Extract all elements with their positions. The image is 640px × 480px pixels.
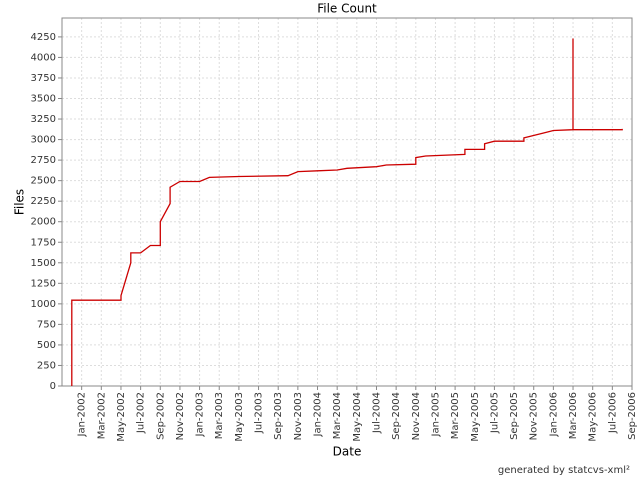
x-tick-label: Mar-2002 [96,392,107,439]
x-tick-label: Mar-2003 [214,392,225,439]
x-tick-label: Sep-2003 [273,392,284,440]
y-tick-label: 1250 [31,278,56,289]
y-tick-label: 1000 [31,299,56,310]
x-axis-label: Date [333,445,362,459]
x-tick-label: Jul-2005 [489,392,500,434]
x-tick-label: May-2006 [588,392,599,442]
data-line [71,38,623,386]
x-tick-label: Jul-2006 [607,392,618,434]
x-tick-label: Nov-2005 [529,392,540,440]
x-tick-label: Jan-2005 [430,392,441,437]
x-tick-label: Sep-2002 [155,392,166,440]
y-tick-label: 2000 [31,217,56,228]
y-tick-label: 1750 [31,237,56,248]
y-tick-label: 3750 [31,73,56,84]
y-tick-label: 2750 [31,155,56,166]
y-tick-label: 1500 [31,258,56,269]
x-tick-label: Jul-2003 [254,392,265,434]
x-tick-label: Jul-2002 [136,392,147,434]
y-tick-label: 250 [37,360,56,371]
y-tick-label: 0 [50,381,56,392]
y-tick-label: 2500 [31,176,56,187]
x-tick-label: Jan-2003 [195,392,206,437]
x-tick-label: Nov-2003 [293,392,304,440]
x-tick-label: Sep-2006 [627,392,638,440]
y-axis-label: Files [13,189,27,215]
y-tick-label: 3000 [31,135,56,146]
y-tick-label: 500 [37,340,56,351]
x-tick-label: May-2002 [116,392,127,442]
x-tick-label: Sep-2005 [509,392,520,440]
x-tick-label: May-2005 [470,392,481,442]
x-tick-label: Mar-2006 [568,392,579,439]
x-tick-label: Jul-2004 [371,392,382,434]
x-tick-label: May-2003 [234,392,245,442]
x-tick-label: May-2004 [352,392,363,442]
y-tick-label: 4000 [31,52,56,63]
x-tick-label: Jan-2006 [548,392,559,437]
plot-frame [61,17,633,387]
x-tick-label: Jan-2004 [313,392,324,437]
y-tick-label: 4250 [31,32,56,43]
y-tick-label: 3250 [31,114,56,125]
x-tick-label: Mar-2005 [450,392,461,439]
x-tick-label: Nov-2002 [175,392,186,440]
y-tick-label: 3500 [31,94,56,105]
footer: generated by statcvs-xml² [498,465,630,476]
y-tick-label: 2250 [31,196,56,207]
y-tick-label: 750 [37,319,56,330]
x-tick-label: Jan-2002 [77,392,88,437]
x-tick-label: Mar-2004 [332,392,343,439]
x-tick-label: Nov-2004 [411,392,422,440]
x-tick-label: Sep-2004 [391,392,402,440]
chart-title: File Count [317,2,377,16]
